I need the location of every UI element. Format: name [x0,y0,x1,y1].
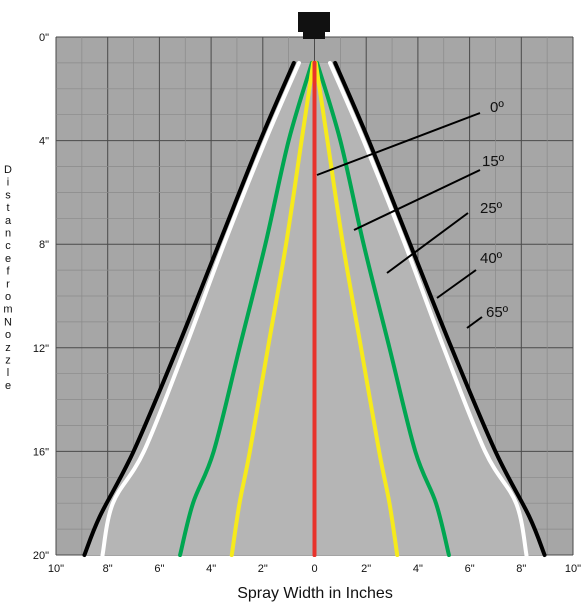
y-axis-label-char: m [3,304,12,316]
y-axis-label-char: o [5,329,11,341]
nozzle-icon [298,12,330,39]
x-tick-label: 4" [206,563,216,575]
series-label: 40º [480,250,503,267]
y-axis-label-char: o [5,291,11,303]
x-tick-label: 0 [311,563,317,575]
x-tick-label: 8" [516,563,526,575]
y-axis-label-char: z [5,342,11,354]
x-tick-labels: 10" 8" 6" 4" 2" 0 2" 4" 6" 8" 10" [48,563,581,575]
series-label: 0º [490,99,504,116]
y-axis-label-char: N [4,316,12,328]
y-axis-label-char: a [5,215,12,227]
y-axis-label-char: D [4,164,12,176]
y-axis-label-char: c [5,240,11,252]
y-axis-label-char: z [5,355,11,367]
x-tick-label: 6" [465,563,475,575]
y-axis-label-char: e [5,253,11,265]
y-axis-label-char: f [6,266,10,278]
y-tick-label: 0" [39,32,49,44]
series-label: 65º [486,304,509,321]
x-tick-label: 2" [258,563,268,575]
y-axis-label-char: n [5,228,11,240]
x-tick-label: 10" [565,563,581,575]
y-axis-label-char: i [7,177,9,189]
y-axis-label-char: e [5,380,11,392]
x-tick-label: 4" [413,563,423,575]
series-label: 15º [482,153,505,170]
y-axis-label-char: t [6,202,9,214]
y-tick-label: 16" [33,446,49,458]
y-axis-label-char: s [5,189,11,201]
y-tick-label: 4" [39,136,49,148]
y-tick-label: 20" [33,550,49,562]
y-axis-label-char: r [6,278,10,290]
y-axis-label-char: l [7,367,9,379]
x-tick-label: 8" [103,563,113,575]
y-tick-labels: 0" 4" 8" 12" 16" 20" [33,32,49,562]
y-tick-label: 8" [39,239,49,251]
x-tick-label: 2" [361,563,371,575]
series-label: 25º [480,200,503,217]
x-tick-label: 10" [48,563,64,575]
x-tick-label: 6" [154,563,164,575]
y-tick-label: 12" [33,343,49,355]
x-axis-label: Spray Width in Inches [237,585,393,602]
